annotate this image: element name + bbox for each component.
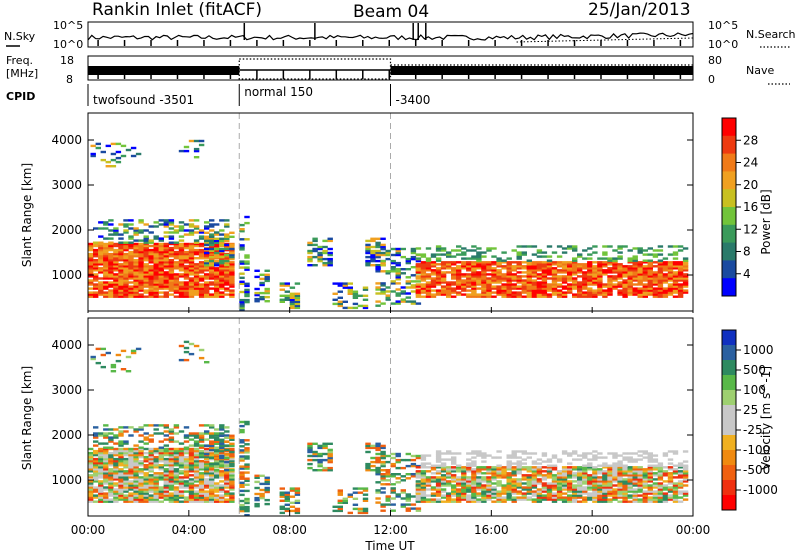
velocity-colorbar: 1000 500 100 25 -25 -100 -500 -1000 xyxy=(721,329,778,511)
colorbar-tick-3: 25 xyxy=(743,403,758,417)
colorbar-swatch-8 xyxy=(722,450,736,466)
nsky-trace xyxy=(87,23,694,46)
xtick-label-3: 12:00 xyxy=(373,523,408,537)
xtick-label-1: 04:00 xyxy=(172,523,207,537)
colorbar-swatch-7 xyxy=(722,435,736,451)
colorbar-swatch-6 xyxy=(722,224,736,244)
xtick-label-2: 08:00 xyxy=(272,523,307,537)
nsearch-top-tick: 10^5 xyxy=(708,19,738,32)
freq-unit: [MHz] xyxy=(6,67,38,80)
freq-panel xyxy=(87,55,694,81)
beam-label: Beam 04 xyxy=(353,2,429,22)
nsky-top-tick: 10^5 xyxy=(53,19,83,32)
figure-title: Rankin Inlet (fitACF) xyxy=(92,0,262,20)
ytick-label-3: 4000 xyxy=(51,338,82,352)
colorbar-swatch-4 xyxy=(722,189,736,208)
colorbar-tick-5: -100 xyxy=(743,443,770,457)
colorbar-swatch-8 xyxy=(722,260,736,279)
nsky-bottom-tick: 10^0 xyxy=(53,38,83,51)
colorbar-tick-2: 100 xyxy=(743,383,766,397)
colorbar-swatch-3 xyxy=(722,375,736,391)
nave-bottom-tick: 0 xyxy=(708,73,715,86)
colorbar-tick-0: 28 xyxy=(743,133,758,147)
colorbar-tick-6: -500 xyxy=(743,463,770,477)
colorbar-swatch-1 xyxy=(722,345,736,361)
colorbar-tick-1: 24 xyxy=(743,156,758,170)
velocity-colorbar-label: Velocity [m s^-1] xyxy=(759,366,773,470)
colorbar-swatch-9 xyxy=(722,465,736,481)
colorbar-swatch-10 xyxy=(722,480,736,496)
colorbar-tick-3: 16 xyxy=(743,200,758,214)
nsearch-bottom-tick: 10^0 xyxy=(708,38,738,51)
colorbar-swatch-3 xyxy=(722,171,736,190)
nsky-label: N.Sky xyxy=(4,30,36,43)
power-colorbar-label: Power [dB] xyxy=(759,189,773,254)
cpid-segment-3: -3400 xyxy=(396,93,431,107)
colorbar-swatch-4 xyxy=(722,390,736,406)
colorbar-swatch-9 xyxy=(722,278,736,297)
colorbar-tick-5: 8 xyxy=(743,245,751,259)
xtick-label-5: 20:00 xyxy=(575,523,610,537)
cpid-row: twofsound -3501 normal 150 -3400 xyxy=(87,84,431,107)
date-label: 25/Jan/2013 xyxy=(588,0,691,20)
ytick-label-1: 2000 xyxy=(51,223,82,237)
power-panel: 1000 2000 3000 4000 xyxy=(51,112,694,312)
ytick-label-2: 3000 xyxy=(51,383,82,397)
cpid-segment-1: twofsound -3501 xyxy=(93,93,194,107)
freq-bottom-tick: 8 xyxy=(66,73,73,86)
colorbar-swatch-0 xyxy=(722,118,736,137)
ytick-label-0: 1000 xyxy=(51,268,82,282)
nave-top-tick: 80 xyxy=(708,54,722,67)
colorbar-tick-1: 500 xyxy=(743,363,766,377)
colorbar-swatch-7 xyxy=(722,242,736,261)
colorbar-swatch-11 xyxy=(722,495,736,511)
colorbar-tick-6: 4 xyxy=(743,267,751,281)
ytick-label-2: 3000 xyxy=(51,178,82,192)
colorbar-swatch-5 xyxy=(722,405,736,421)
cpid-label: CPID xyxy=(6,90,35,103)
colorbar-tick-7: -1000 xyxy=(743,483,778,497)
x-axis-label: Time UT xyxy=(364,539,415,553)
freq-label: Freq. xyxy=(6,54,33,67)
xtick-label-0: 00:00 xyxy=(71,523,106,537)
xtick-label-4: 16:00 xyxy=(474,523,509,537)
colorbar-swatch-2 xyxy=(722,153,736,172)
ytick-label-3: 4000 xyxy=(51,133,82,147)
colorbar-swatch-0 xyxy=(722,330,736,346)
colorbar-swatch-1 xyxy=(722,135,736,155)
time-axis: 00:00 04:00 08:00 12:00 16:00 20:00 00:00 xyxy=(71,307,711,537)
velocity-panel: 1000 2000 3000 4000 xyxy=(51,317,694,517)
freq-top-tick: 18 xyxy=(60,54,74,67)
power-colorbar: 28 24 20 16 12 8 4 xyxy=(721,117,758,297)
colorbar-tick-2: 20 xyxy=(743,178,758,192)
ytick-label-0: 1000 xyxy=(51,473,82,487)
nave-label: Nave xyxy=(746,64,774,77)
colorbar-swatch-6 xyxy=(722,420,736,436)
velocity-ylabel: Slant Range [km] xyxy=(20,366,34,470)
colorbar-swatch-2 xyxy=(722,360,736,376)
xtick-label-6: 00:00 xyxy=(676,523,711,537)
power-ylabel: Slant Range [km] xyxy=(20,163,34,267)
nsky-panel xyxy=(87,21,694,48)
freq-trace xyxy=(88,58,693,80)
colorbar-tick-4: -25 xyxy=(743,423,763,437)
ytick-label-1: 2000 xyxy=(51,428,82,442)
colorbar-tick-0: 1000 xyxy=(743,343,774,357)
colorbar-tick-4: 12 xyxy=(743,222,758,236)
cpid-segment-2: normal 150 xyxy=(244,85,313,99)
nsearch-label: N.Search xyxy=(746,28,796,41)
colorbar-swatch-5 xyxy=(722,207,736,226)
